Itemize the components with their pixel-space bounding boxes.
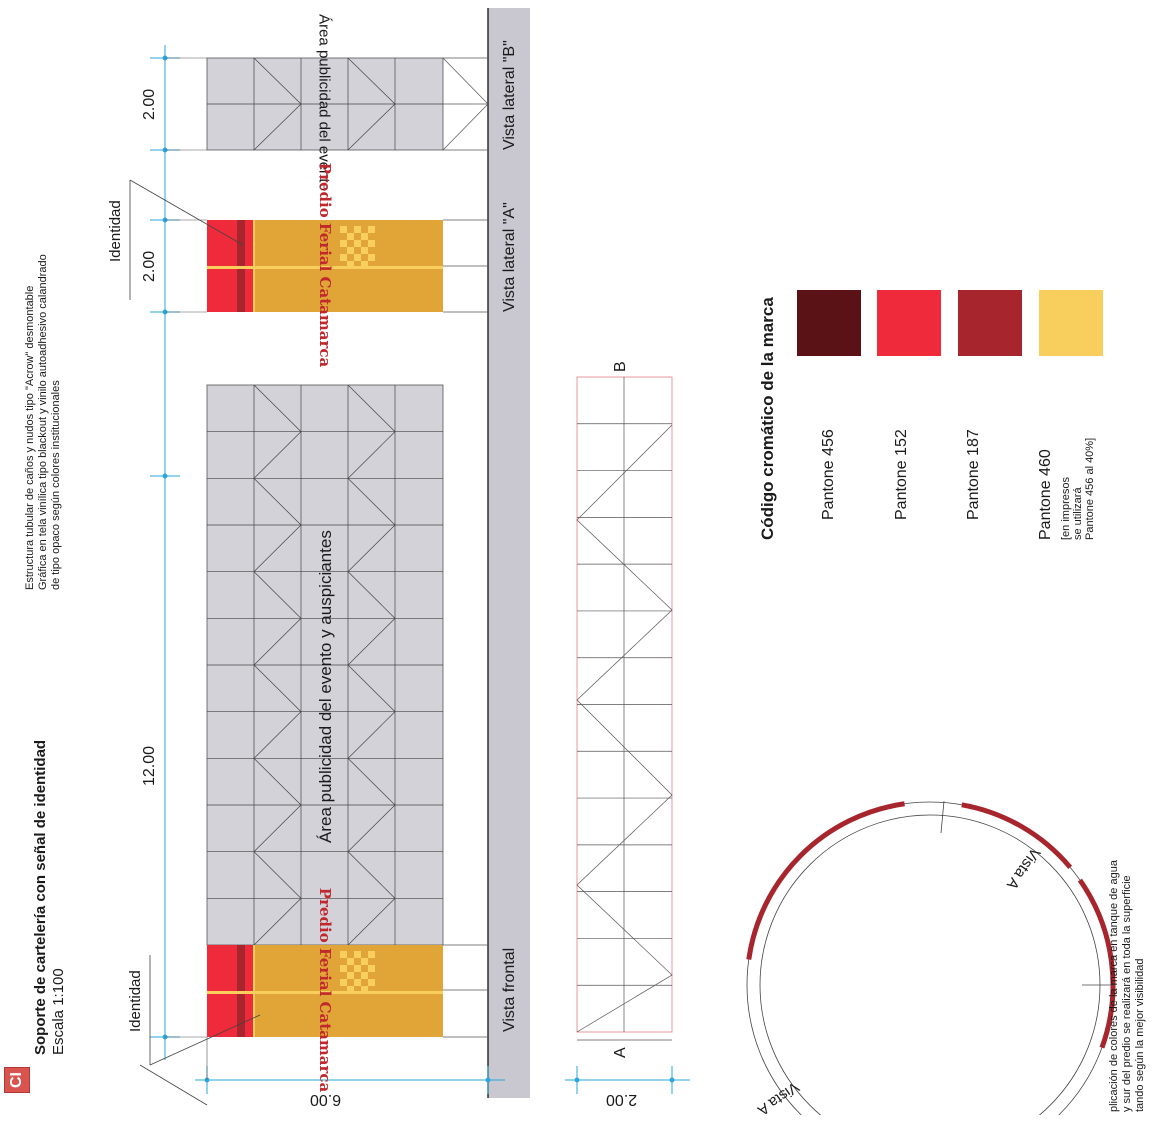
note-line-1: [en impresos <box>1060 477 1072 540</box>
swatch-label-187: Pantone 187 <box>965 429 982 520</box>
water-tank <box>746 800 1116 1115</box>
desc-line-3: de tipo opaco según colores instituciona… <box>50 380 62 590</box>
swatch-187 <box>958 290 1022 356</box>
swatch-456 <box>797 290 861 356</box>
brand-text-side: Predio Ferial Catamarca <box>316 162 334 368</box>
note-line-3: Pantone 456 al 40%] <box>1084 437 1096 540</box>
plan-label-b: B <box>612 361 629 372</box>
identity-label-front: Identidad <box>127 970 144 1032</box>
tank-note-line-3: tando según la mejor visibilidad <box>1134 958 1146 1112</box>
plan-label-a: A <box>612 1047 629 1058</box>
main-area-label: Área publicidad del evento y auspiciante… <box>316 530 335 843</box>
desc-line-2: Gráfica en tela vinílica tipo blackout y… <box>37 254 49 590</box>
plan-view <box>576 376 673 1041</box>
identity-label-side: Identidad <box>107 200 124 262</box>
swatch-152 <box>877 290 941 356</box>
swatch-460 <box>1039 290 1103 356</box>
note-line-2: se utilizará <box>1072 487 1084 540</box>
front-panel <box>206 384 444 946</box>
tank-note-line-2: y sur del predio se realizará en toda la… <box>1121 875 1133 1112</box>
swatch-label-152: Pantone 152 <box>893 429 910 520</box>
tank-note-line-1: plicación de colores de la marca en tanq… <box>1108 860 1120 1112</box>
tank-note: plicación de colores de la marca en tanq… <box>1108 860 1147 1112</box>
palette-title: Código cromático de la marca <box>758 297 777 540</box>
dim-plan-depth: 2.00 <box>606 1091 638 1108</box>
dim-side-a: 2.00 <box>141 250 158 282</box>
swatch-label-460: Pantone 460 <box>1037 449 1054 540</box>
view-label-side-a: Vista lateral "A" <box>501 202 518 312</box>
desc-line-1: Estructura tubular de caños y nudos tipo… <box>24 285 36 590</box>
structure-description: Estructura tubular de caños y nudos tipo… <box>24 254 63 590</box>
dim-front-width: 12.00 <box>141 745 158 786</box>
view-label-front: Vista frontal <box>501 947 518 1032</box>
brand-text-front: Predio Ferial Catamarca <box>316 887 334 1093</box>
color-swatches <box>797 290 1103 356</box>
view-label-side-b: Vista lateral "B" <box>501 40 518 150</box>
swatch-label-456: Pantone 456 <box>820 429 837 520</box>
identity-sign-side-a <box>207 220 443 312</box>
ci-logo: CI <box>4 1067 30 1093</box>
dim-side-b: 2.00 <box>141 88 158 120</box>
swatch-460-note: [en impresos se utilizará Pantone 456 al… <box>1060 438 1096 540</box>
side-b-panel <box>206 57 444 151</box>
sheet-scale: Escala 1:100 <box>50 968 67 1055</box>
identity-sign-front <box>207 945 443 1037</box>
sheet-title: Soporte de cartelería con señal de ident… <box>32 739 49 1055</box>
ground-band <box>488 8 530 1098</box>
